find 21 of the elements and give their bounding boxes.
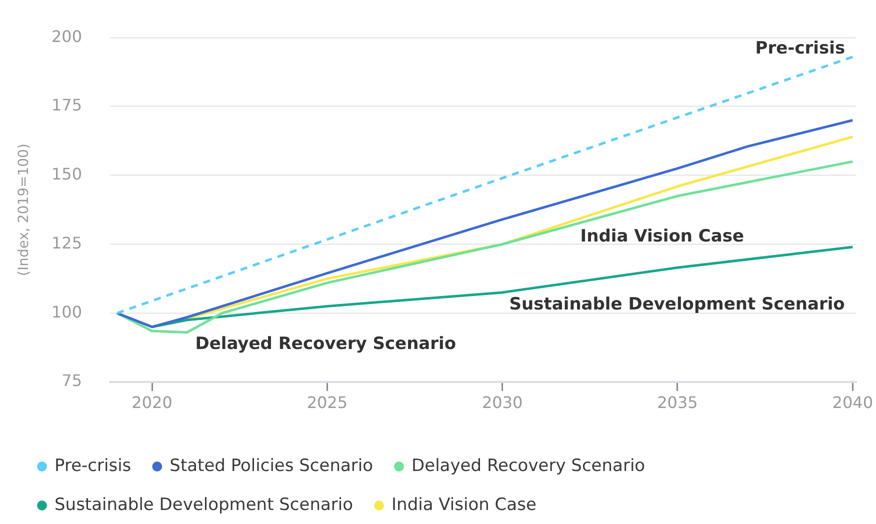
y-tick-label: 175: [51, 96, 82, 115]
x-tick-label: 2020: [132, 392, 172, 412]
legend-label: Sustainable Development Scenario: [54, 494, 354, 515]
annotation: Sustainable Development Scenario: [509, 294, 845, 314]
annotation: Delayed Recovery Scenario: [195, 334, 456, 354]
y-tick-label: 100: [51, 302, 82, 322]
y-tick-label: 200: [51, 26, 82, 46]
legend-label: Delayed Recovery Scenario: [412, 456, 646, 476]
y-tick-label: 125: [51, 233, 82, 252]
annotation: India Vision Case: [580, 226, 744, 246]
x-tick-label: 2035: [657, 392, 698, 412]
x-tick-label: 2030: [482, 392, 523, 412]
annotation: Pre-crisis: [755, 38, 846, 58]
x-tick-label: 2040: [832, 392, 873, 412]
legend-label: India Vision Case: [392, 494, 536, 515]
y-tick-label: 150: [51, 164, 82, 184]
x-tick-label: 2025: [306, 392, 348, 412]
legend-label: Pre-crisis: [54, 456, 132, 476]
legend-label: Stated Policies Scenario: [170, 456, 374, 476]
y-axis-title: (Index, 2019=100): [16, 144, 32, 276]
y-tick-label: 75: [62, 371, 82, 390]
